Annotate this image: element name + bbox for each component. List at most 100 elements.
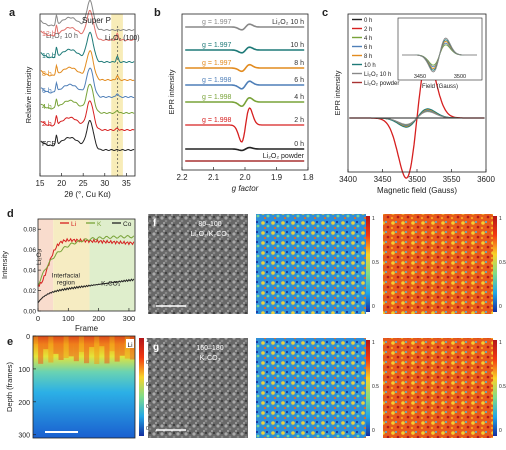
b-series-line xyxy=(185,96,305,108)
c-x-axis-label: Magnetic field (Gauss) xyxy=(377,186,457,195)
panel-letter-f: f xyxy=(153,218,157,229)
b-series-line xyxy=(185,63,305,73)
map-f-k-colorbar xyxy=(493,216,497,312)
b-series-label: 0 h xyxy=(294,141,304,148)
c-x-tick-label: 3600 xyxy=(477,175,495,184)
e-heatmap-stripe xyxy=(68,336,74,357)
sem-frame-range: 160–180 xyxy=(196,345,223,352)
a-axes-frame xyxy=(39,13,136,177)
a-x-tick-label: 20 xyxy=(57,179,66,188)
c-inset-frame xyxy=(397,17,483,81)
d-x-tick-label: 300 xyxy=(123,314,136,323)
sem-phase-label: Li₂O₂/K₂CO₃ xyxy=(190,231,229,238)
c-inset-x-label: Field (Gauss) xyxy=(422,84,458,90)
b-x-tick-label: 2.0 xyxy=(239,173,251,182)
b-g-value: g = 1.997 xyxy=(202,42,231,49)
e-heatmap-stripe xyxy=(89,336,95,347)
c-x-tick-label: 3450 xyxy=(374,175,392,184)
b-x-tick-label: 1.8 xyxy=(302,173,314,182)
e-heatmap-stripe xyxy=(38,336,44,364)
d-region-label: Interfacial xyxy=(52,272,81,279)
c-inset-line xyxy=(402,37,477,73)
e-heatmap-stripe xyxy=(94,336,100,364)
c-legend-label: 0 h xyxy=(364,18,372,24)
map-g-li-colorbar-tick-label: 0 xyxy=(372,428,375,434)
b-series-label: 2 h xyxy=(294,117,304,124)
a-x-tick-label: 30 xyxy=(100,179,109,188)
d-x-tick-label: 0 xyxy=(36,314,40,323)
b-series-line xyxy=(185,46,305,54)
a-series-label: 10 h xyxy=(42,53,56,60)
b-series-label: 10 h xyxy=(290,42,304,49)
e-axes-frame xyxy=(32,335,136,439)
e-y-tick-label: 200 xyxy=(18,400,30,407)
e-heatmap-stripe xyxy=(43,336,49,350)
c-x-tick-label: 3500 xyxy=(408,175,426,184)
d-k-line xyxy=(37,234,135,286)
e-heatmap-stripe xyxy=(109,336,115,352)
e-corner-label: Li xyxy=(127,342,132,349)
sem-image-g-shade xyxy=(148,338,248,438)
map-g-k-colorbar-tick-label: 0 xyxy=(499,428,502,434)
a-series-line xyxy=(40,83,135,115)
e-heatmap-stripe xyxy=(58,336,64,360)
b-series-label: Li₂O₂ 10 h xyxy=(272,19,304,26)
b-g-value: g = 1.997 xyxy=(202,60,231,67)
e-heatmap-stripe xyxy=(84,336,90,364)
c-inset-tick-label: 3500 xyxy=(454,74,466,80)
d-legend-label: Li xyxy=(71,221,76,228)
sem-image-f-shade xyxy=(148,214,248,314)
e-y-tick-label: 100 xyxy=(18,367,30,374)
e-y-tick-label: 0 xyxy=(26,334,30,341)
a-series-label: FCP xyxy=(42,141,56,148)
c-legend-label: 8 h xyxy=(364,54,372,60)
sem-image-f xyxy=(148,214,248,314)
b-x-tick-label: 1.9 xyxy=(271,173,283,182)
map-f-k-colorbar-tick-label: 1 xyxy=(499,216,502,222)
map-g-li-colorbar-tick-label: 0.5 xyxy=(372,384,379,390)
b-series-label: Li₂O₂ powder xyxy=(263,153,305,160)
a-series-label: 4 h xyxy=(42,104,52,111)
map-f-k-colorbar-tick-label: 0.5 xyxy=(499,260,506,266)
map-f-k-colorbar-tick-label: 0 xyxy=(499,304,502,310)
b-series-line xyxy=(185,23,305,31)
a-x-tick-label: 25 xyxy=(79,179,88,188)
b-series-line xyxy=(185,80,305,90)
e-heatmap-stripe xyxy=(119,336,125,356)
map-f-li-colorbar xyxy=(366,216,370,312)
a-series-line xyxy=(40,31,135,64)
a-y-axis-label: Relative intensity xyxy=(24,66,33,123)
e-heatmap-stripe xyxy=(99,336,105,347)
map-f-li xyxy=(256,214,366,314)
d-axes-frame xyxy=(37,218,136,312)
panel-letter-b: b xyxy=(154,7,161,19)
c-legend-label: 6 h xyxy=(364,45,372,51)
e-corner-label-bg xyxy=(126,339,134,348)
a-annotation-li2o2-10h: Li₂O₂ 10 h xyxy=(46,33,78,40)
c-x-tick-label: 3400 xyxy=(339,175,357,184)
d-region-label: region xyxy=(57,279,75,286)
sem-frame-range: 80–100 xyxy=(198,221,221,228)
c-legend-label: 4 h xyxy=(364,36,372,42)
d-co-line xyxy=(37,278,135,304)
a-series-line xyxy=(40,9,135,42)
panel-letter-e: e xyxy=(7,336,13,348)
b-y-axis-label: EPR intensity xyxy=(167,69,176,114)
e-heatmap-stripe xyxy=(104,336,110,364)
d-y-tick-label: 0.02 xyxy=(23,288,36,295)
d-y-axis-label: Intensity xyxy=(0,251,9,279)
e-heatmap-stripe xyxy=(53,336,59,354)
e-heatmap-stripe xyxy=(114,336,120,362)
a-x-tick-label: 35 xyxy=(122,179,131,188)
d-y-tick-label: 0.06 xyxy=(23,247,36,254)
a-x-tick-label: 15 xyxy=(36,179,45,188)
d-region-interfacial xyxy=(53,219,90,311)
d-region-label: K₂CO₃ xyxy=(101,280,121,287)
d-x-tick-label: 200 xyxy=(92,314,105,323)
e-heatmap-stripe xyxy=(78,336,84,352)
panel-letter-c: c xyxy=(322,7,328,19)
b-g-value: g = 1.997 xyxy=(202,19,231,26)
d-x-axis-label: Frame xyxy=(75,324,99,333)
e-colorbar-tick-label: 1 xyxy=(146,338,149,344)
